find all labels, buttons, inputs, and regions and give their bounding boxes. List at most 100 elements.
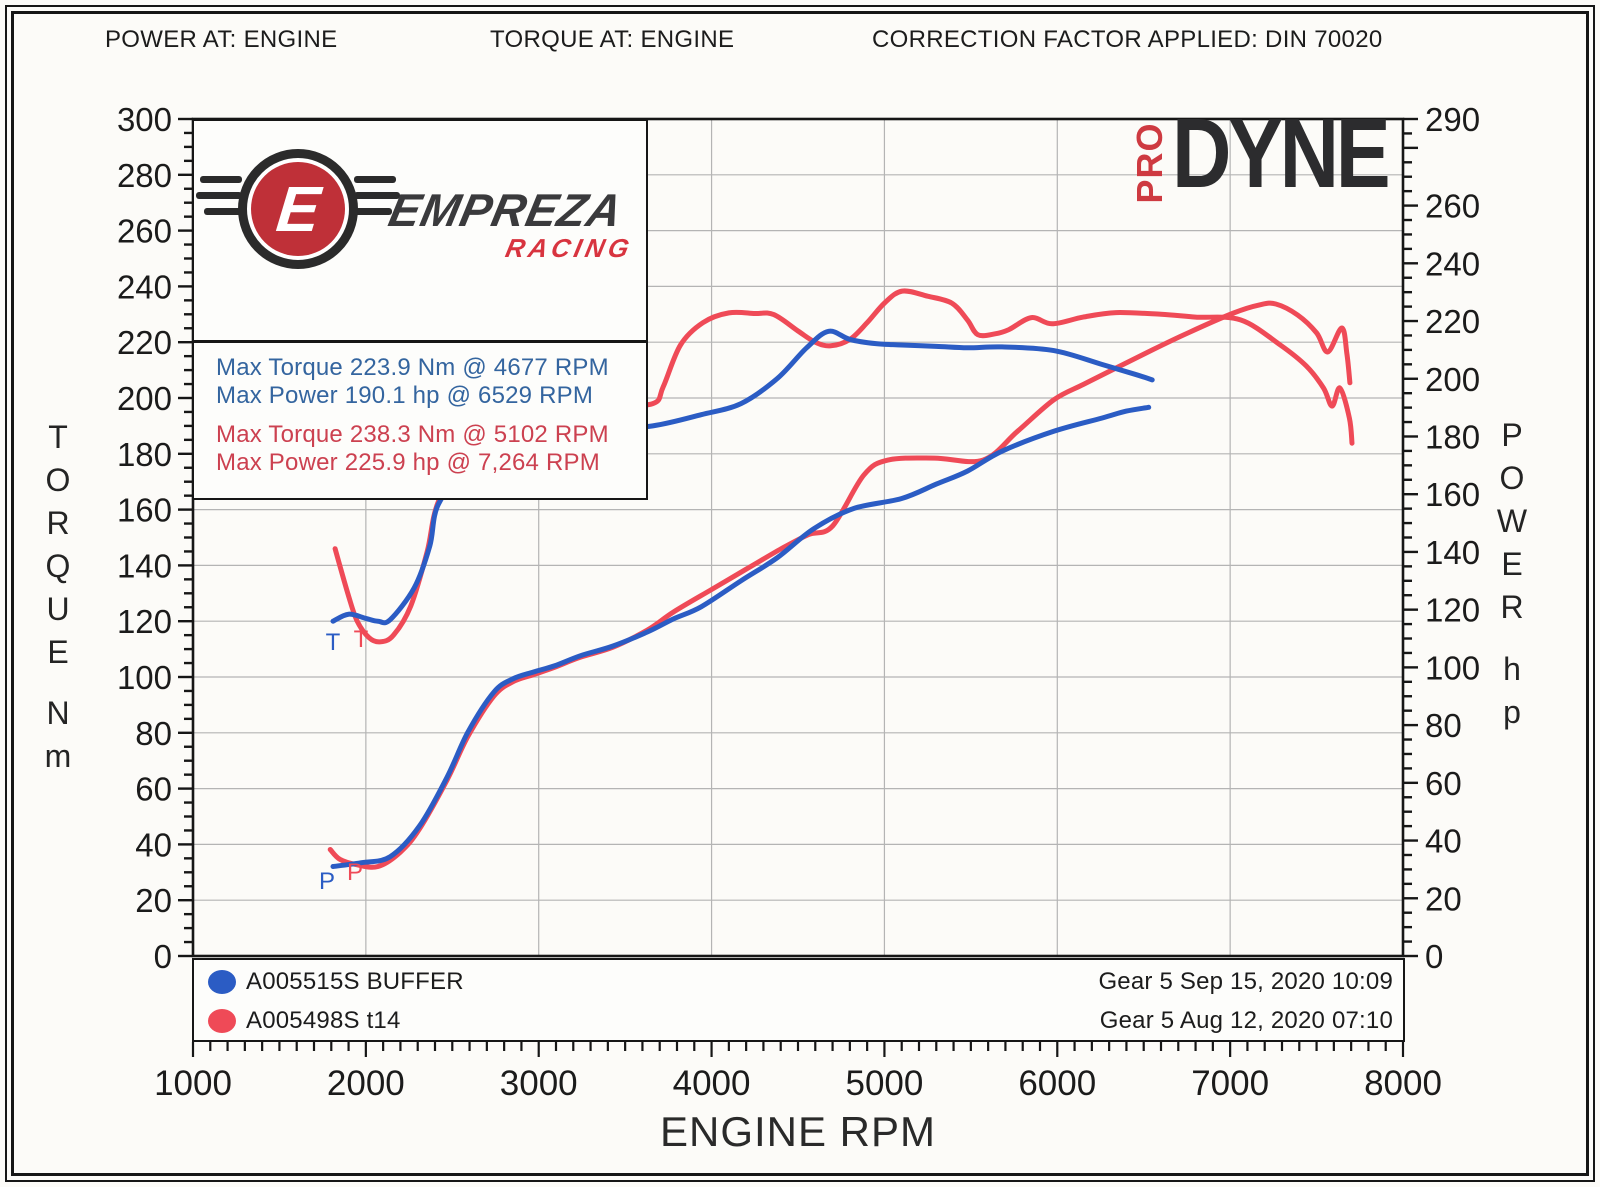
legend-row-run1: A005515S BUFFER Gear 5 Sep 15, 2020 10:0… <box>194 963 1403 1001</box>
right-axis-tick-label: 200 <box>1425 361 1480 398</box>
curve-a005515s-buffer-torque <box>330 328 1155 626</box>
vertical-letter: R <box>1500 589 1524 625</box>
x-axis-tick-label: 1000 <box>154 1064 232 1103</box>
vertical-letter: R <box>46 505 70 541</box>
vertical-letter: T <box>48 419 68 455</box>
x-axis-tick-label: 8000 <box>1364 1064 1442 1103</box>
right-axis-tick-label: 20 <box>1425 880 1462 917</box>
right-axis-tick-label: 290 <box>1425 101 1480 138</box>
wing-icon <box>354 176 396 183</box>
right-axis-tick-label: 180 <box>1425 418 1480 455</box>
prodyne-logo-dyne: DYNE <box>1172 98 1391 208</box>
curve-start-marker-p: P <box>319 868 335 895</box>
run2-max-power: Max Power 225.9 hp @ 7,264 RPM <box>216 449 600 476</box>
run2-gear-date: Gear 5 Aug 12, 2020 07:10 <box>1099 1007 1393 1034</box>
curve-a005515s-buffer-power <box>330 404 1152 869</box>
stats-divider <box>194 340 646 343</box>
left-axis-tick-label: 200 <box>117 380 172 417</box>
right-axis-tick-label: 60 <box>1425 765 1462 802</box>
vertical-letter: O <box>45 462 71 498</box>
vertical-letter: U <box>46 591 70 627</box>
left-axis-tick-label: 100 <box>117 659 172 696</box>
x-axis-tick-label: 2000 <box>327 1064 405 1103</box>
vertical-letter: Q <box>45 548 71 584</box>
x-axis-tick-label: 3000 <box>500 1064 578 1103</box>
x-axis-tick-label: 5000 <box>845 1064 923 1103</box>
curve-start-marker-t: T <box>326 629 341 656</box>
left-axis-tick-label: 80 <box>135 715 172 752</box>
left-axis-tick-label: 240 <box>117 268 172 305</box>
wing-icon <box>196 192 242 199</box>
vertical-letter: W <box>1496 503 1528 539</box>
wing-icon <box>204 208 242 215</box>
left-axis-tick-label: 160 <box>117 492 172 529</box>
left-axis-tick-label: 120 <box>117 603 172 640</box>
run1-label: A005515S BUFFER <box>246 968 464 995</box>
left-axis-tick-label: 20 <box>135 882 172 919</box>
run2-label: A005498S t14 <box>246 1007 401 1034</box>
empreza-logo: E EMPREZA RACING <box>194 121 646 340</box>
emblem-letter: E <box>272 173 324 245</box>
vertical-letter: m <box>44 738 72 774</box>
page-inner-border <box>11 11 1589 1176</box>
vertical-letter: O <box>1499 460 1525 496</box>
right-axis-tick-label: 0 <box>1425 938 1443 975</box>
wing-icon <box>200 176 242 183</box>
header-correction-factor: CORRECTION FACTOR APPLIED: DIN 70020 <box>872 26 1383 53</box>
emblem-badge-icon: E <box>251 162 345 256</box>
stats-box: E EMPREZA RACING Max Torque 223.9 Nm @ 4… <box>192 119 648 500</box>
run1-gear-date: Gear 5 Sep 15, 2020 10:09 <box>1098 968 1393 995</box>
run1-max-power: Max Power 190.1 hp @ 6529 RPM <box>216 382 594 409</box>
left-axis-tick-label: 0 <box>154 938 172 975</box>
run2-max-torque: Max Torque 238.3 Nm @ 5102 RPM <box>216 421 609 448</box>
left-axis-tick-label: 180 <box>117 436 172 473</box>
vertical-letter: h <box>1503 651 1521 687</box>
header-power-at: POWER AT: ENGINE <box>105 26 338 53</box>
right-axis-tick-label: 140 <box>1425 534 1480 571</box>
vertical-letter: p <box>1503 694 1521 730</box>
run1-color-dot <box>208 970 236 994</box>
brand-subtitle: RACING <box>502 233 636 263</box>
right-axis-tick-label: 100 <box>1425 649 1480 686</box>
run2-color-dot <box>208 1009 236 1033</box>
vertical-letter: P <box>1501 417 1523 453</box>
wing-icon <box>354 192 400 199</box>
x-axis-tick-label: 6000 <box>1018 1064 1096 1103</box>
left-axis-tick-label: 220 <box>117 324 172 361</box>
vertical-letter: E <box>1501 546 1523 582</box>
right-axis-tick-label: 220 <box>1425 303 1480 340</box>
curve-start-marker-t: T <box>354 626 369 653</box>
run-legend: A005515S BUFFER Gear 5 Sep 15, 2020 10:0… <box>192 958 1405 1042</box>
prodyne-pro-text: PRO <box>1129 122 1170 204</box>
left-axis-tick-label: 60 <box>135 771 172 808</box>
right-axis-tick-label: 40 <box>1425 823 1462 860</box>
x-axis-tick-label: 7000 <box>1191 1064 1269 1103</box>
x-axis-title: ENGINE RPM <box>659 1108 937 1155</box>
run1-max-torque: Max Torque 223.9 Nm @ 4677 RPM <box>216 354 609 381</box>
vertical-letter: E <box>47 634 69 670</box>
legend-row-run2: A005498S t14 Gear 5 Aug 12, 2020 07:10 <box>194 1002 1403 1040</box>
plot-border <box>191 117 1405 958</box>
left-axis-tick-label: 260 <box>117 213 172 250</box>
left-axis-tick-label: 300 <box>117 101 172 138</box>
header-torque-at: TORQUE AT: ENGINE <box>490 26 735 53</box>
left-axis-tick-label: 140 <box>117 547 172 584</box>
right-axis-tick-label: 260 <box>1425 188 1480 225</box>
right-axis-tick-label: 160 <box>1425 476 1480 513</box>
left-axis-tick-label: 280 <box>117 157 172 194</box>
vertical-letter: N <box>46 695 70 731</box>
x-axis-tick-label: 4000 <box>673 1064 751 1103</box>
brand-name: EMPREZA <box>384 184 628 236</box>
page-outer-border <box>5 5 1595 1182</box>
wing-icon <box>354 208 392 215</box>
right-axis-tick-label: 120 <box>1425 592 1480 629</box>
left-axis-tick-label: 40 <box>135 826 172 863</box>
right-axis-tick-label: 80 <box>1425 707 1462 744</box>
right-axis-tick-label: 240 <box>1425 245 1480 282</box>
